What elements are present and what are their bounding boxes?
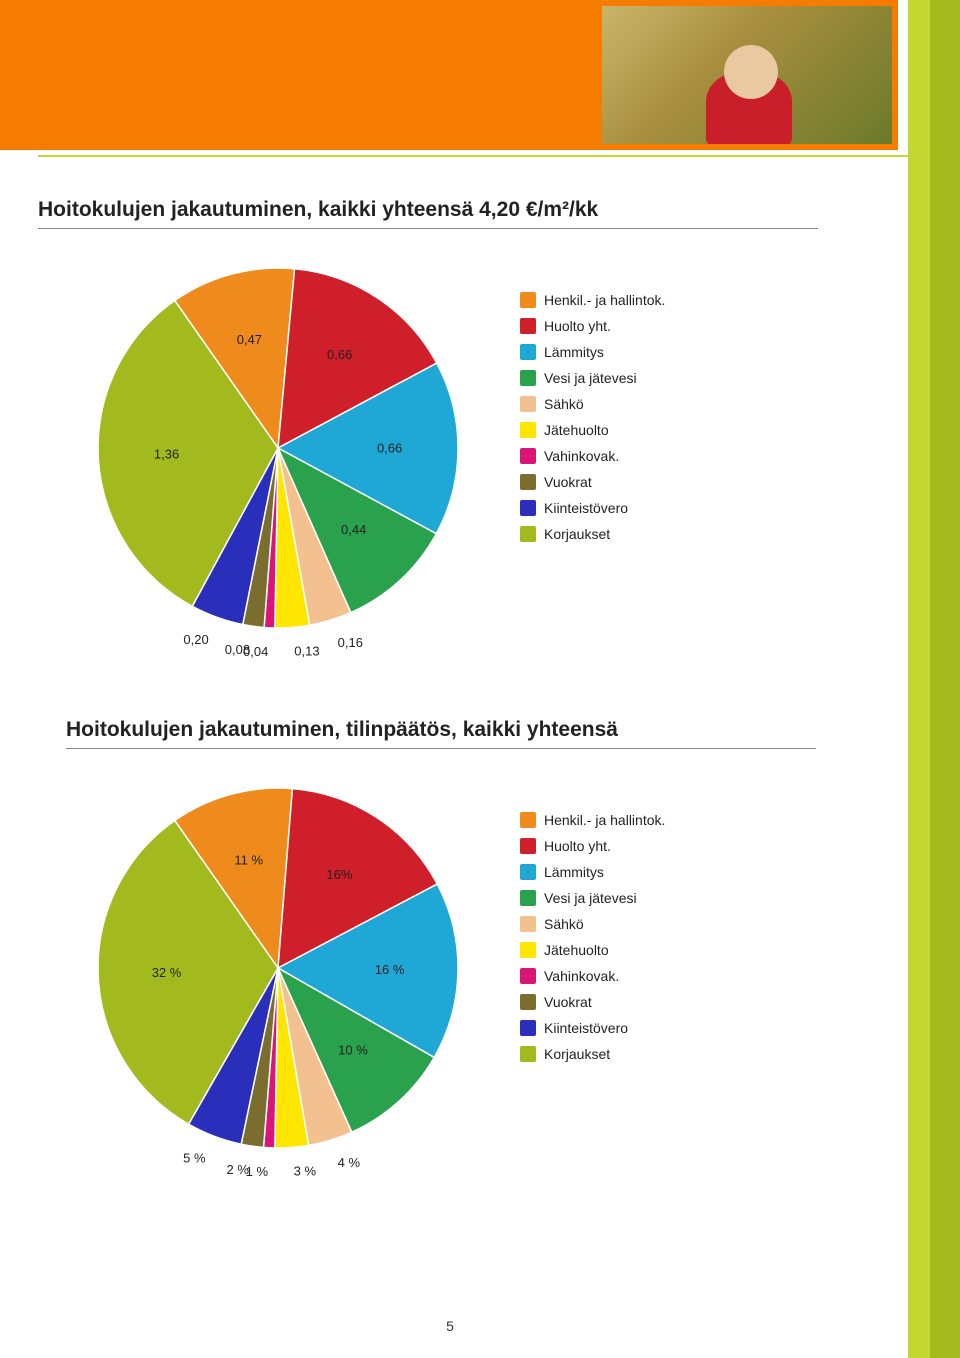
legend-swatch <box>520 318 536 334</box>
slice-label-korjaukset: 1,36 <box>154 446 179 461</box>
legend-item: Vuokrat <box>520 994 665 1010</box>
legend-swatch <box>520 942 536 958</box>
slice-label-vahinko: 1 % <box>246 1164 269 1179</box>
chart2-underline <box>66 748 816 749</box>
legend-label: Vesi ja jätevesi <box>544 890 637 906</box>
slice-label-lammitys: 0,66 <box>377 440 402 455</box>
chart1-title: Hoitokulujen jakautuminen, kaikki yhteen… <box>38 198 598 222</box>
legend-swatch <box>520 1046 536 1062</box>
legend-swatch <box>520 968 536 984</box>
legend-swatch <box>520 422 536 438</box>
legend-label: Vahinkovak. <box>544 968 619 984</box>
legend-label: Vuokrat <box>544 474 592 490</box>
side-stripe-inner <box>930 0 960 1358</box>
legend-label: Korjaukset <box>544 1046 610 1062</box>
slice-label-jate: 0,13 <box>294 643 319 658</box>
chart1-pie: 0,470,660,660,440,160,130,040,080,201,36 <box>38 248 518 688</box>
legend-swatch <box>520 916 536 932</box>
legend-item: Huolto yht. <box>520 318 665 334</box>
legend-item: Jätehuolto <box>520 422 665 438</box>
legend-label: Jätehuolto <box>544 422 609 438</box>
header-rule <box>38 155 908 157</box>
legend-label: Lämmitys <box>544 344 604 360</box>
slice-label-korjaukset: 32 % <box>152 965 182 980</box>
legend-swatch <box>520 1020 536 1036</box>
legend-item: Henkil.- ja hallintok. <box>520 292 665 308</box>
legend-swatch <box>520 370 536 386</box>
slice-label-sahko: 0,16 <box>338 635 363 650</box>
legend-label: Kiinteistövero <box>544 1020 628 1036</box>
legend-item: Korjaukset <box>520 1046 665 1062</box>
slice-label-kiinteisto: 5 % <box>183 1151 206 1166</box>
slice-label-vuokrat: 0,08 <box>225 642 250 657</box>
legend-label: Huolto yht. <box>544 838 611 854</box>
legend-item: Henkil.- ja hallintok. <box>520 812 665 828</box>
slice-label-kiinteisto: 0,20 <box>183 632 208 647</box>
header-photo <box>596 0 898 150</box>
legend-swatch <box>520 812 536 828</box>
page-number: 5 <box>0 1318 900 1334</box>
legend-label: Vahinkovak. <box>544 448 619 464</box>
slice-label-sahko: 4 % <box>338 1155 361 1170</box>
legend-label: Henkil.- ja hallintok. <box>544 812 665 828</box>
legend-swatch <box>520 838 536 854</box>
legend-item: Jätehuolto <box>520 942 665 958</box>
slice-label-henkil: 11 % <box>234 852 263 867</box>
legend-item: Korjaukset <box>520 526 665 542</box>
legend-item: Lämmitys <box>520 344 665 360</box>
legend-swatch <box>520 292 536 308</box>
legend-label: Huolto yht. <box>544 318 611 334</box>
legend-item: Sähkö <box>520 916 665 932</box>
legend-label: Sähkö <box>544 916 584 932</box>
slice-label-vesi: 0,44 <box>341 522 366 537</box>
slice-label-jate: 3 % <box>294 1163 317 1178</box>
legend-swatch <box>520 396 536 412</box>
legend-item: Vesi ja jätevesi <box>520 890 665 906</box>
legend-item: Vahinkovak. <box>520 968 665 984</box>
slice-label-vuokrat: 2 % <box>226 1162 249 1177</box>
legend-swatch <box>520 344 536 360</box>
legend-item: Kiinteistövero <box>520 1020 665 1036</box>
legend-label: Korjaukset <box>544 526 610 542</box>
legend-label: Kiinteistövero <box>544 500 628 516</box>
slice-label-henkil: 0,47 <box>237 332 262 347</box>
legend-swatch <box>520 994 536 1010</box>
slice-label-huolto: 16% <box>326 867 352 882</box>
slice-label-lammitys: 16 % <box>375 962 405 977</box>
legend-swatch <box>520 864 536 880</box>
legend-label: Lämmitys <box>544 864 604 880</box>
legend-item: Vesi ja jätevesi <box>520 370 665 386</box>
legend-label: Vuokrat <box>544 994 592 1010</box>
legend-label: Jätehuolto <box>544 942 609 958</box>
legend-item: Huolto yht. <box>520 838 665 854</box>
legend-swatch <box>520 890 536 906</box>
legend-item: Kiinteistövero <box>520 500 665 516</box>
legend-item: Vahinkovak. <box>520 448 665 464</box>
chart2-title: Hoitokulujen jakautuminen, tilinpäätös, … <box>66 718 618 742</box>
legend-label: Vesi ja jätevesi <box>544 370 637 386</box>
legend-swatch <box>520 500 536 516</box>
page: Hoitokulujen jakautuminen, kaikki yhteen… <box>0 0 960 1358</box>
legend-swatch <box>520 526 536 542</box>
chart1-underline <box>38 228 818 229</box>
header-band <box>0 0 598 150</box>
legend-item: Lämmitys <box>520 864 665 880</box>
slice-label-huolto: 0,66 <box>327 347 352 362</box>
legend-label: Henkil.- ja hallintok. <box>544 292 665 308</box>
chart2-pie: 11 % 16% 16 % 10 % 4 % 3 % 1 %2 % 5 % 32 % <box>38 768 518 1208</box>
chart1-legend: Henkil.- ja hallintok. Huolto yht. Lämmity… <box>520 292 665 552</box>
legend-swatch <box>520 474 536 490</box>
legend-label: Sähkö <box>544 396 584 412</box>
slice-label-vesi: 10 % <box>338 1043 368 1058</box>
legend-item: Vuokrat <box>520 474 665 490</box>
legend-item: Sähkö <box>520 396 665 412</box>
legend-swatch <box>520 448 536 464</box>
chart2-legend: Henkil.- ja hallintok. Huolto yht. Lämmity… <box>520 812 665 1072</box>
